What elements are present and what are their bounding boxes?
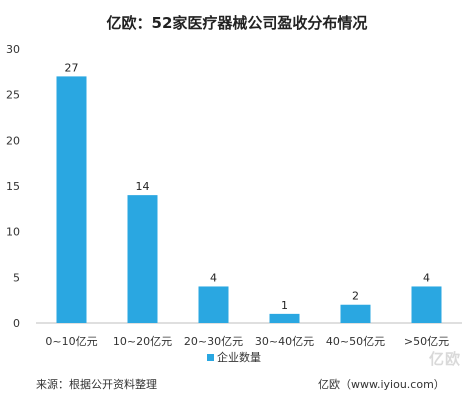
y-tick-label: 25 — [6, 89, 20, 102]
data-label: 14 — [136, 180, 150, 193]
x-tick-label: 20~30亿元 — [184, 335, 243, 348]
x-tick-label: 0~10亿元 — [45, 335, 97, 348]
bar — [127, 195, 158, 323]
bars — [56, 76, 442, 324]
y-tick-label: 15 — [6, 180, 20, 193]
y-tick-label: 0 — [13, 317, 20, 330]
data-label: 2 — [352, 290, 359, 303]
data-label: 4 — [210, 271, 217, 284]
watermark-logo: 亿欧 — [428, 350, 461, 368]
y-tick-label: 20 — [6, 134, 20, 147]
data-label: 4 — [423, 271, 430, 284]
y-tick-label: 10 — [6, 226, 20, 239]
x-tick-label: 10~20亿元 — [113, 335, 172, 348]
y-tick-label: 30 — [6, 43, 20, 56]
data-label: 27 — [65, 61, 79, 74]
x-tick-label: >50亿元 — [404, 335, 449, 348]
legend: 企业数量 — [207, 350, 261, 364]
chart-title: 亿欧：52家医疗器械公司盈收分布情况 — [107, 14, 368, 32]
bar — [198, 286, 229, 323]
y-tick-label: 5 — [13, 271, 20, 284]
data-label: 1 — [281, 299, 288, 312]
legend-swatch — [207, 354, 214, 361]
axes: 0 5 10 15 20 25 30 0~10亿元 10~20亿元 20~30亿元 30~40亿元 4… — [6, 43, 462, 348]
bar — [56, 76, 87, 324]
bar — [269, 313, 300, 323]
legend-label: 企业数量 — [217, 350, 261, 364]
credit-note: 亿欧（www.iyiou.com） — [318, 378, 445, 391]
source-note: 来源：根据公开资料整理 — [36, 378, 157, 391]
bar — [340, 304, 371, 323]
x-tick-label: 40~50亿元 — [326, 335, 385, 348]
data-labels: 27 14 4 1 2 4 — [65, 61, 431, 311]
bar — [411, 286, 442, 323]
x-tick-label: 30~40亿元 — [255, 335, 314, 348]
